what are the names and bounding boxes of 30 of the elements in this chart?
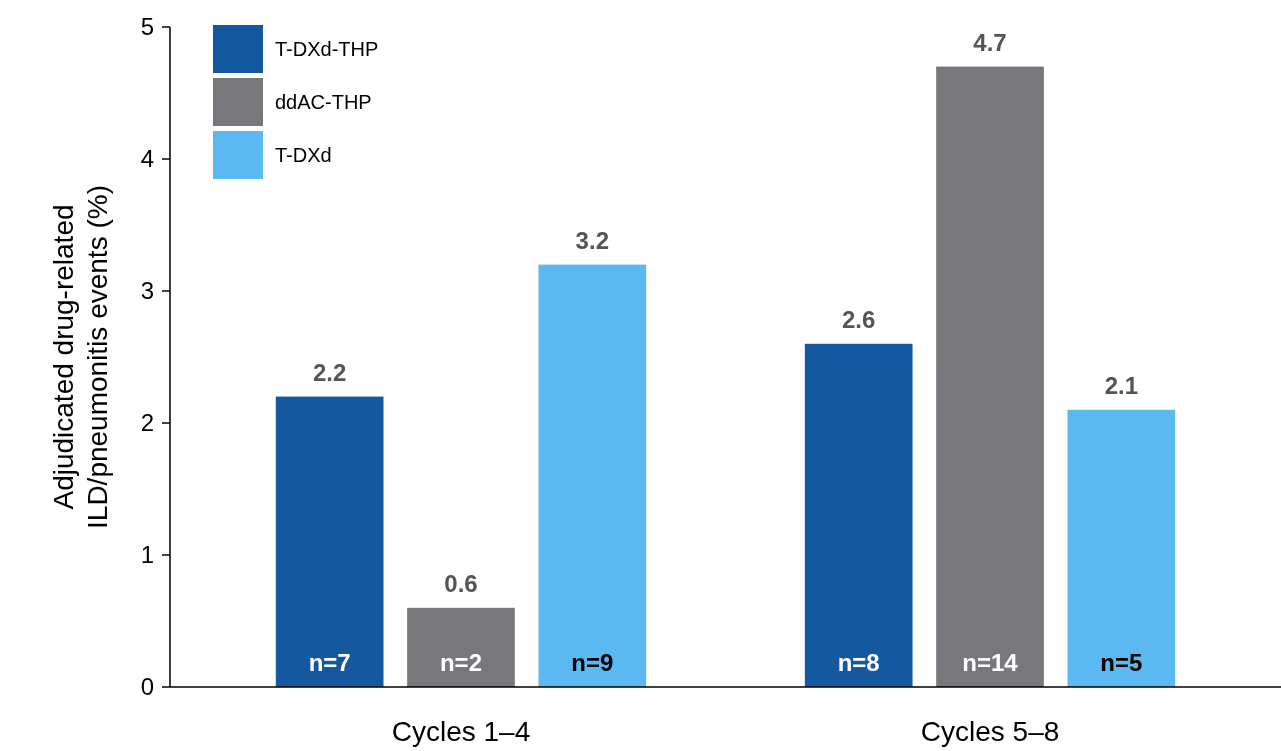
legend-label: T-DXd <box>275 144 332 166</box>
annotation: n=14 <box>962 649 1019 676</box>
annotation: n=2 <box>439 649 482 676</box>
legend-label: T-DXd-THP <box>275 38 379 60</box>
data-label: 3.2 <box>575 226 609 254</box>
data-label: 2.2 <box>312 358 347 386</box>
annotation: n=7 <box>308 649 351 676</box>
data-label: 2.1 <box>1104 371 1139 399</box>
bar <box>1067 409 1176 687</box>
y-tick-label: 3 <box>140 277 154 305</box>
data-label: 2.6 <box>842 305 876 333</box>
bar <box>936 66 1044 687</box>
annotation: n=8 <box>837 649 880 676</box>
legend-label: ddAC-THP <box>275 91 372 113</box>
y-tick-label: 1 <box>140 541 154 569</box>
x-tick-label: Cycles 5–8 <box>920 716 1060 747</box>
bar <box>407 607 515 687</box>
data-label: 4.7 <box>973 28 1007 56</box>
y-tick-label: 4 <box>140 145 154 173</box>
y-tick-label: 2 <box>140 409 154 437</box>
annotation: n=5 <box>1100 649 1143 676</box>
bar <box>275 396 384 687</box>
bar <box>538 264 647 687</box>
y-axis-title: Adjudicated drug-related ILD/pneumonitis events (%) <box>48 185 113 529</box>
annotation: n=9 <box>571 649 614 676</box>
x-tick-label: Cycles 1–4 <box>391 716 531 747</box>
data-label: 0.6 <box>444 569 478 597</box>
y-tick-label: 0 <box>140 673 154 701</box>
bar <box>804 343 913 687</box>
y-tick-label: 5 <box>140 13 154 41</box>
